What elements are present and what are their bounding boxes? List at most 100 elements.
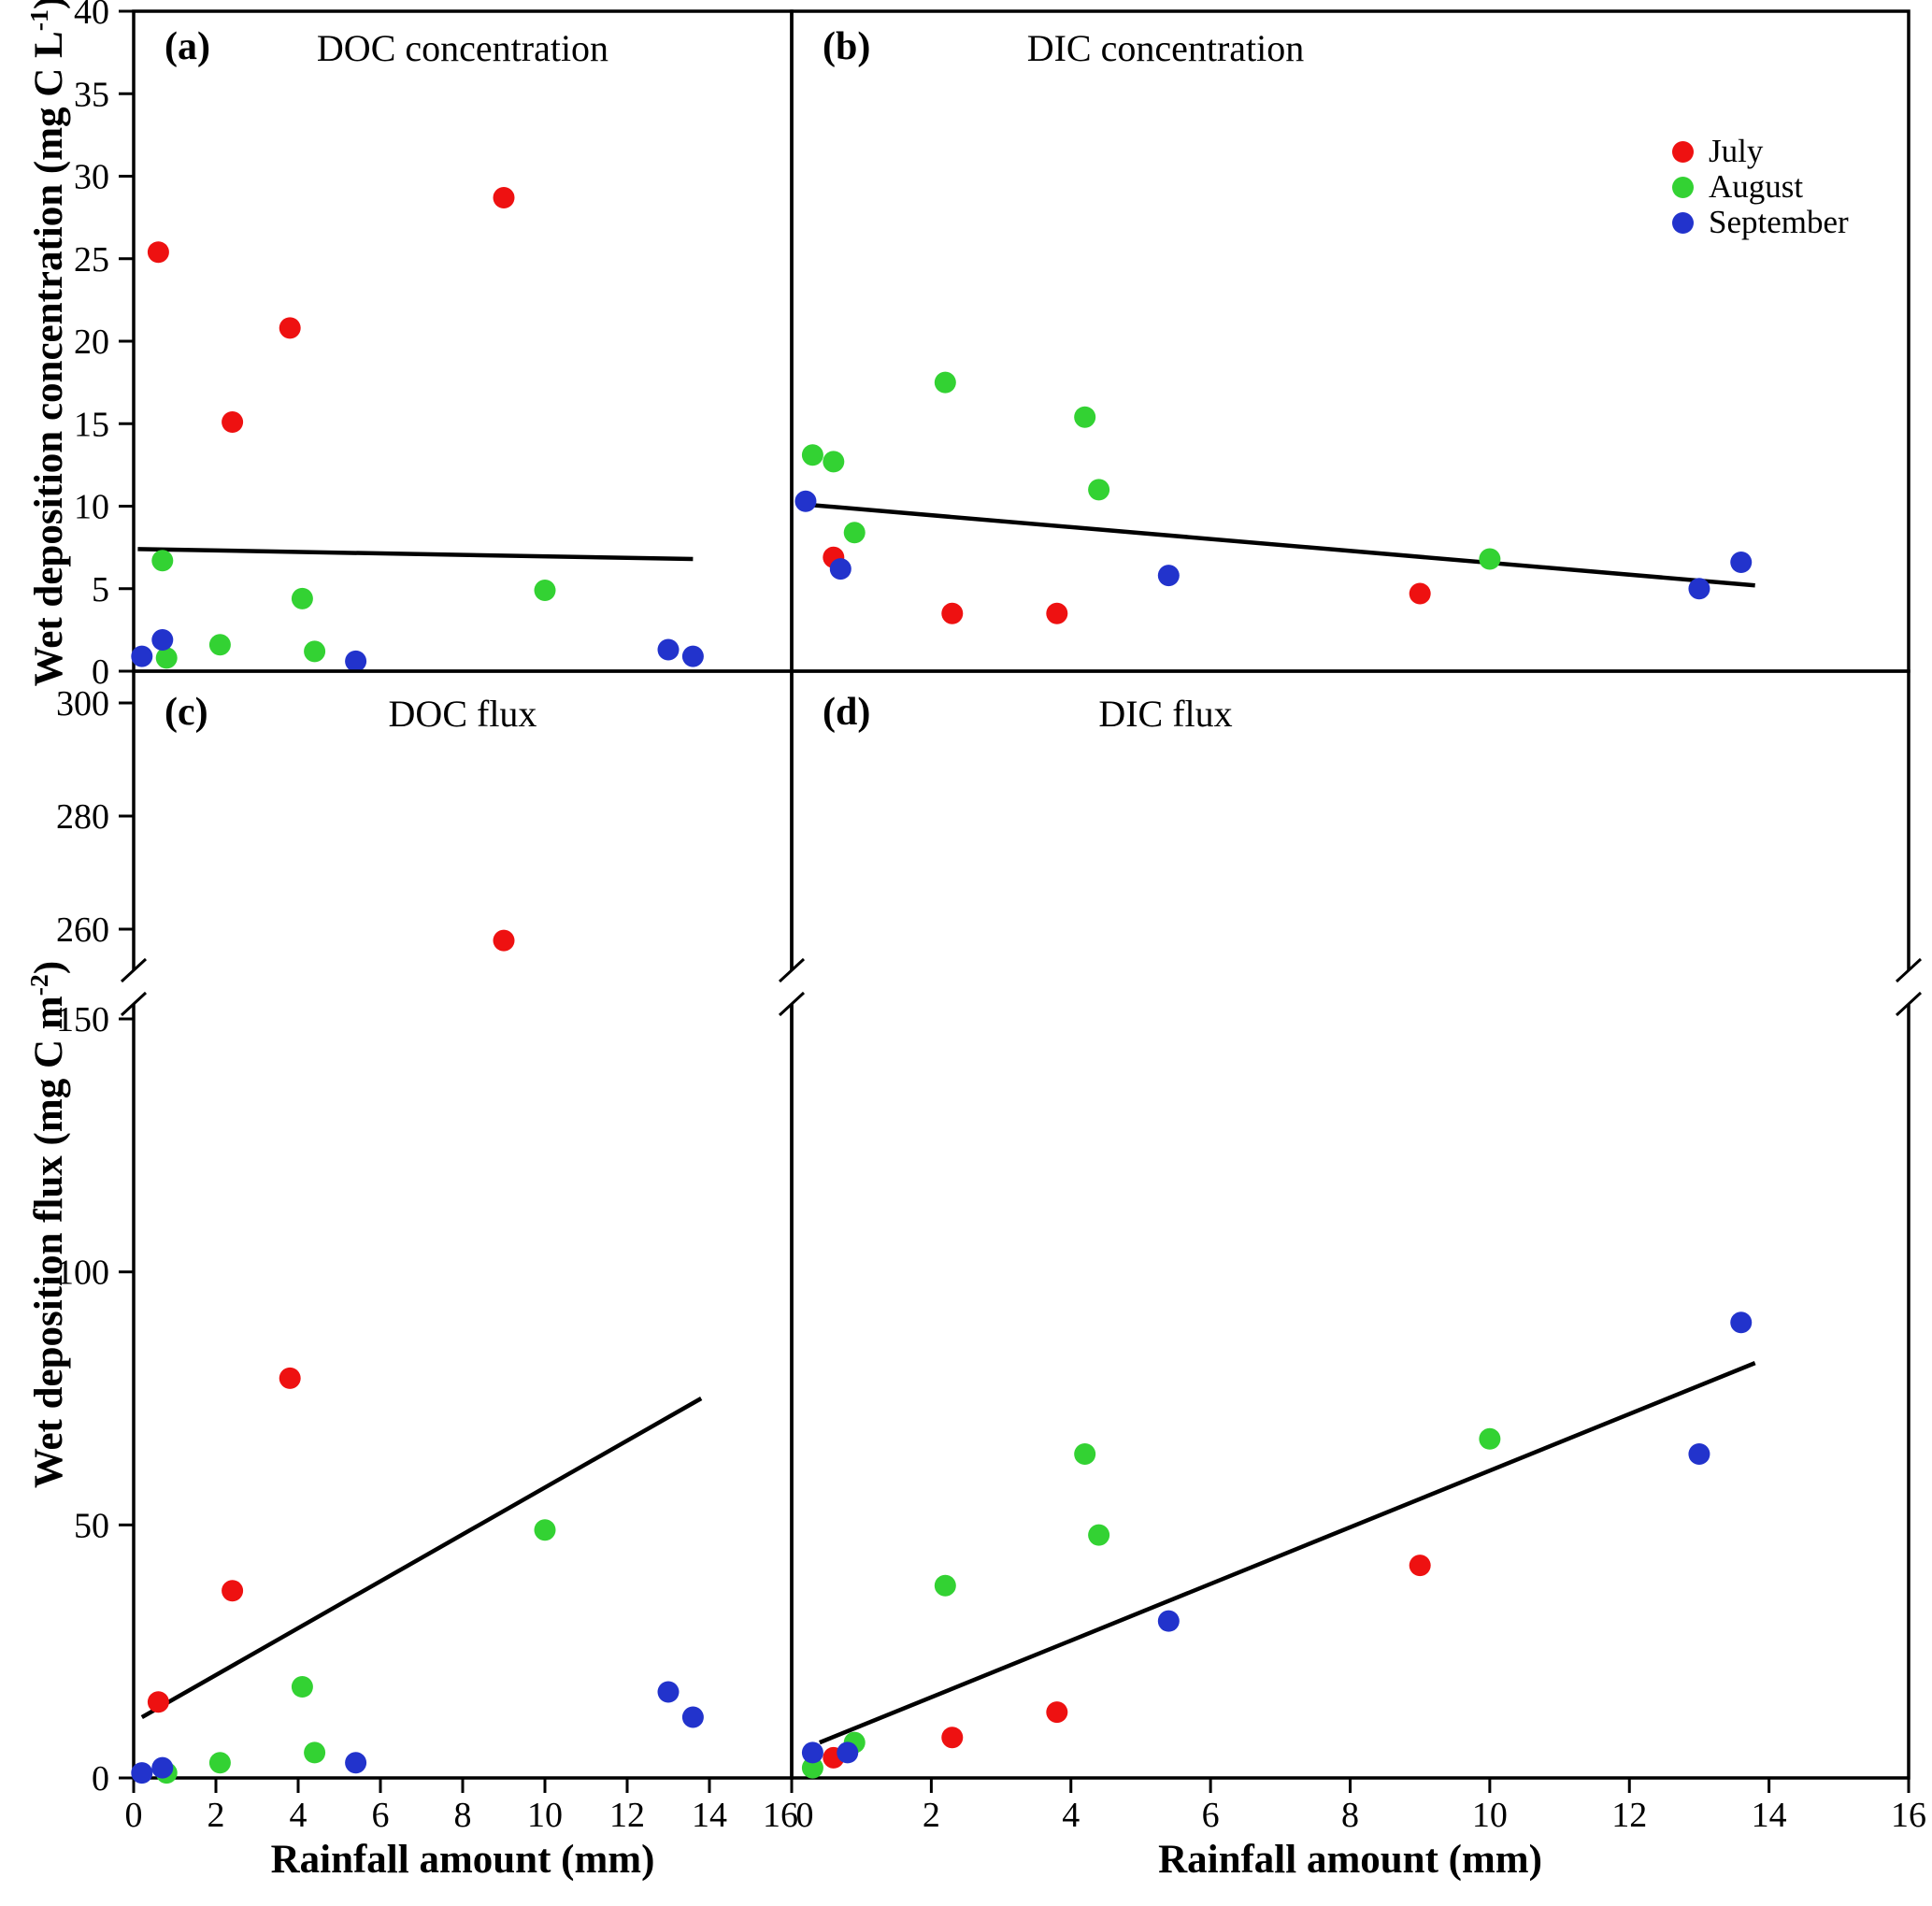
data-point-august-d bbox=[1088, 1524, 1110, 1546]
legend-marker-august-icon bbox=[1672, 176, 1694, 198]
panel-c-title: DOC flux bbox=[388, 693, 537, 735]
panel-b-title: DIC concentration bbox=[1026, 27, 1305, 69]
x-axis-tick-label: 12 bbox=[609, 1796, 645, 1835]
data-point-august-a bbox=[291, 587, 313, 609]
x-axis-title-left: Rainfall amount (mm) bbox=[270, 1838, 655, 1882]
trend-line-b bbox=[805, 502, 1755, 588]
data-point-september-a bbox=[345, 650, 367, 672]
y-axis-tick-label: 15 bbox=[74, 405, 109, 444]
data-point-august-a bbox=[534, 580, 556, 602]
data-point-september-c bbox=[345, 1752, 367, 1774]
axis-break-slash-icon bbox=[1895, 957, 1923, 983]
x-axis-tick-label: 16 bbox=[1891, 1796, 1926, 1835]
data-point-september-d bbox=[1688, 1443, 1710, 1466]
y-axis-tick-label: 40 bbox=[74, 0, 109, 32]
x-axis-tick-label: 16 bbox=[763, 1796, 798, 1835]
data-point-august-d bbox=[934, 1574, 956, 1597]
x-axis-tick-label: 6 bbox=[372, 1796, 390, 1835]
panel-c-label: (c) bbox=[165, 691, 208, 734]
y-axis-title-concentration-text: Wet deposition concentration (mg C L bbox=[27, 31, 72, 687]
panel-b-label: (b) bbox=[823, 25, 871, 68]
x-axis-tick-label: 10 bbox=[1472, 1796, 1508, 1835]
legend-label-july: July bbox=[1709, 133, 1764, 169]
panel-a-title: DOC concentration bbox=[316, 27, 609, 69]
data-point-july-c bbox=[493, 929, 515, 952]
data-point-july-d bbox=[1409, 1555, 1431, 1577]
data-point-july-b bbox=[941, 602, 964, 624]
legend-item-july: July bbox=[1672, 133, 1849, 169]
data-point-august-b bbox=[1479, 548, 1501, 570]
data-point-september-a bbox=[681, 645, 704, 667]
data-point-august-b bbox=[823, 451, 845, 473]
y-axis-tick-label: 300 bbox=[56, 684, 109, 724]
axis-break-slash-icon bbox=[120, 991, 148, 1017]
panel-d-border bbox=[790, 669, 1911, 1780]
data-point-september-b bbox=[1688, 578, 1710, 600]
trend-line-a bbox=[137, 547, 694, 562]
y-axis-title-concentration: Wet deposition concentration (mg C L-1) bbox=[25, 0, 72, 686]
y-axis-title-flux: Wet deposition flux (mg C m-2) bbox=[25, 961, 72, 1488]
y-axis-tick-label: 280 bbox=[56, 797, 109, 837]
x-axis-tick-label: 10 bbox=[527, 1796, 563, 1835]
panel-d-label: (d) bbox=[823, 691, 871, 734]
data-point-september-b bbox=[829, 558, 852, 580]
legend-item-august: August bbox=[1672, 168, 1849, 205]
y-axis-tick-label: 10 bbox=[74, 488, 109, 527]
data-point-august-b bbox=[801, 444, 823, 466]
legend-marker-july-icon bbox=[1672, 140, 1694, 163]
y-axis-title-flux-close: ) bbox=[27, 960, 72, 975]
data-point-september-c bbox=[681, 1706, 704, 1728]
data-point-september-d bbox=[1157, 1610, 1180, 1632]
data-point-august-b bbox=[1074, 406, 1096, 428]
y-axis-tick-label: 30 bbox=[74, 158, 109, 197]
panel-c-border bbox=[132, 669, 794, 1780]
data-point-august-b bbox=[843, 522, 866, 544]
data-point-august-d bbox=[801, 1756, 823, 1779]
data-point-july-b bbox=[1409, 582, 1431, 605]
y-axis-title-flux-text: Wet deposition flux (mg C m bbox=[27, 996, 72, 1489]
data-point-july-c bbox=[279, 1367, 301, 1389]
x-axis-tick-label: 0 bbox=[125, 1796, 143, 1835]
y-axis-tick-label: 20 bbox=[74, 322, 109, 362]
data-point-september-c bbox=[151, 1756, 174, 1779]
data-point-september-d bbox=[837, 1741, 859, 1764]
data-point-september-d bbox=[1730, 1311, 1753, 1334]
data-point-august-d bbox=[1479, 1427, 1501, 1450]
x-axis-tick-label: 12 bbox=[1611, 1796, 1647, 1835]
y-axis-tick-label: 35 bbox=[74, 75, 109, 114]
panel-a-border bbox=[132, 9, 794, 673]
y-axis-tick-label: 150 bbox=[56, 1000, 109, 1039]
data-point-august-a bbox=[155, 647, 178, 669]
data-point-august-c bbox=[304, 1741, 326, 1764]
x-axis-tick-label: 8 bbox=[454, 1796, 472, 1835]
data-point-september-c bbox=[657, 1681, 680, 1703]
panel-a-label: (a) bbox=[165, 25, 210, 68]
x-axis-tick-label: 14 bbox=[692, 1796, 727, 1835]
y-axis-title-concentration-close: ) bbox=[27, 0, 72, 9]
data-point-july-a bbox=[279, 317, 301, 339]
data-point-september-d bbox=[801, 1741, 823, 1764]
data-point-august-b bbox=[934, 371, 956, 394]
axis-break-slash-icon bbox=[778, 991, 806, 1017]
axis-break-gap bbox=[1903, 970, 1914, 1004]
x-axis-tick-label: 14 bbox=[1752, 1796, 1787, 1835]
data-point-july-a bbox=[147, 241, 169, 264]
axis-break-slash-icon bbox=[120, 957, 148, 983]
data-point-september-a bbox=[151, 628, 174, 651]
legend: July August September bbox=[1672, 133, 1849, 240]
trend-line-c bbox=[140, 1397, 703, 1719]
data-point-september-b bbox=[794, 490, 817, 512]
trend-line-d bbox=[819, 1361, 1756, 1745]
x-axis-tick-label: 8 bbox=[1341, 1796, 1359, 1835]
legend-item-september: September bbox=[1672, 204, 1849, 240]
panel-d-title: DIC flux bbox=[1098, 693, 1233, 735]
x-axis-tick-label: 2 bbox=[923, 1796, 940, 1835]
data-point-july-a bbox=[222, 410, 244, 433]
legend-label-august: August bbox=[1709, 168, 1804, 205]
y-axis-tick-label: 50 bbox=[74, 1506, 109, 1545]
x-axis-tick-label: 4 bbox=[1062, 1796, 1080, 1835]
data-point-september-a bbox=[657, 638, 680, 661]
data-point-september-b bbox=[1730, 552, 1753, 574]
x-axis-tick-label: 6 bbox=[1202, 1796, 1220, 1835]
